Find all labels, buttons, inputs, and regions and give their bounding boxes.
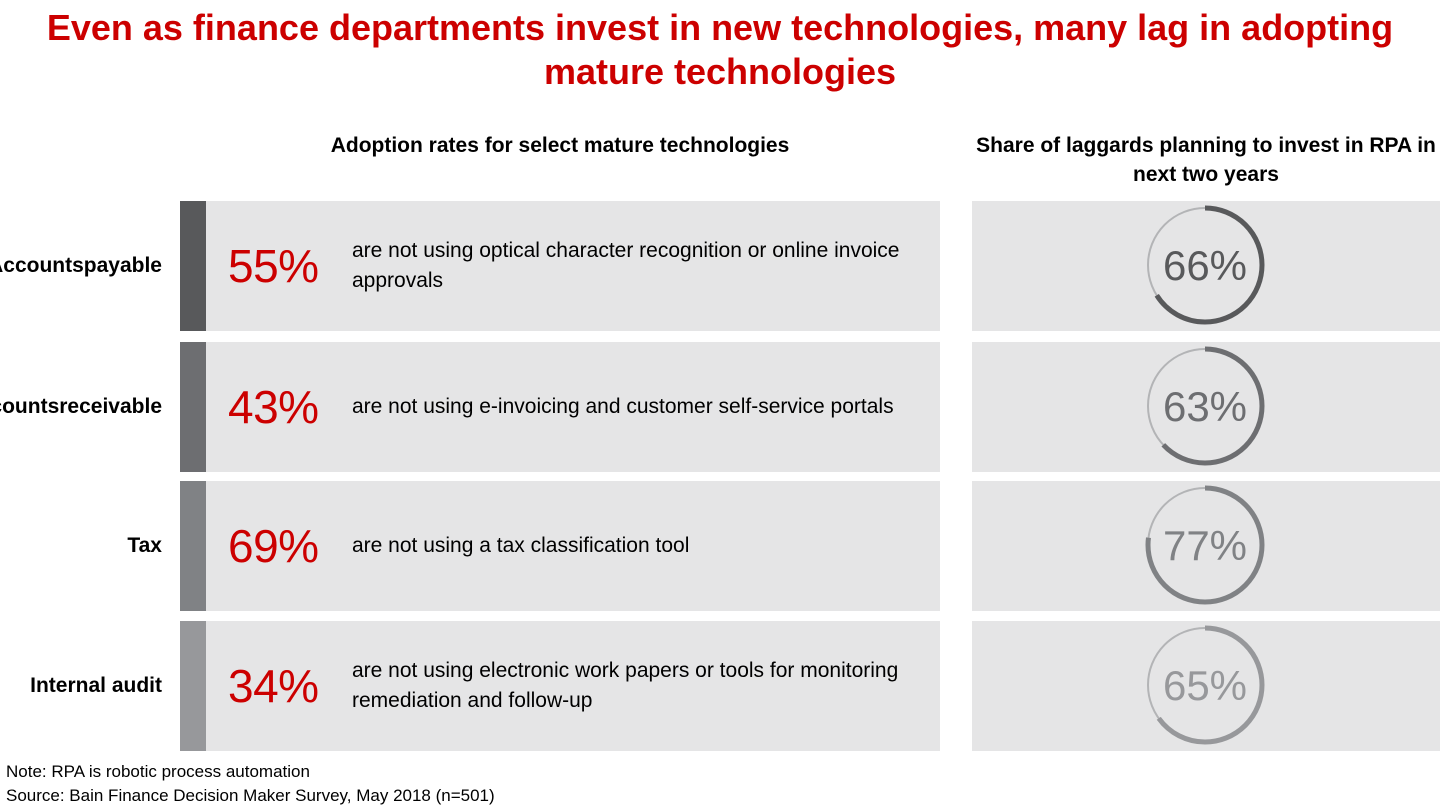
row-label-line: receivable <box>59 395 162 418</box>
not-using-percent: 69% <box>228 520 319 572</box>
row-accent-bar <box>180 621 206 751</box>
footer-note: Note: RPA is robotic process automation <box>6 762 310 781</box>
row-label: Accountspayable <box>0 201 162 331</box>
row-label: Tax <box>0 481 162 611</box>
footer-source: Source: Bain Finance Decision Maker Surv… <box>6 786 495 805</box>
row-label-line: Accounts <box>0 395 60 418</box>
technology-description: are not using e-invoicing and customer s… <box>352 395 894 418</box>
donut-arc <box>1145 205 1265 325</box>
page-title: Even as finance departments invest in ne… <box>46 7 1394 92</box>
row-label-line: Internal audit <box>30 674 162 697</box>
adoption-panel: 34% are not using electronic work papers … <box>180 621 940 751</box>
rpa-panel: 77% <box>972 481 1440 611</box>
table-row: Accountsreceivable 43% are not using e-inv… <box>0 342 1440 472</box>
rpa-percent-label: 65% <box>1163 662 1247 709</box>
table-row: Accountspayable 55% are not using optical … <box>0 201 1440 331</box>
donut-arc <box>1145 485 1265 605</box>
adoption-panel: 69% are not using a tax classification to… <box>180 481 940 611</box>
rpa-donut-chart: 65% <box>1145 625 1265 745</box>
rpa-percent-label: 77% <box>1163 522 1247 569</box>
table-row: Tax 69% are not using a tax classification… <box>0 481 1440 611</box>
not-using-percent: 34% <box>228 660 319 712</box>
technology-description: are not using electronic work papers or … <box>352 659 899 712</box>
rpa-panel: 65% <box>972 621 1440 751</box>
rpa-donut-chart: 63% <box>1145 346 1265 466</box>
rpa-percent-label: 66% <box>1163 242 1247 289</box>
donut-arc <box>1145 346 1265 466</box>
adoption-panel: 55% are not using optical character recog… <box>180 201 940 331</box>
row-label: Accountsreceivable <box>0 342 162 472</box>
row-label-line: Tax <box>127 534 162 557</box>
rpa-donut-chart: 66% <box>1145 205 1265 325</box>
row-label-line: payable <box>83 254 162 277</box>
row-accent-bar <box>180 342 206 472</box>
rpa-panel: 63% <box>972 342 1440 472</box>
rpa-panel: 66% <box>972 201 1440 331</box>
table-row: Internal audit 34% are not using electroni… <box>0 621 1440 751</box>
row-label: Internal audit <box>0 621 162 751</box>
row-accent-bar <box>180 201 206 331</box>
adoption-panel: 43% are not using e-invoicing and custome… <box>180 342 940 472</box>
row-label-line: Accounts <box>0 254 84 277</box>
rpa-plan-header: Share of laggards planning to invest in … <box>976 134 1436 186</box>
row-accent-bar <box>180 481 206 611</box>
technology-description: are not using a tax classification tool <box>352 534 690 557</box>
technology-description: are not using optical character recognit… <box>352 239 900 292</box>
not-using-percent: 55% <box>228 240 319 292</box>
donut-arc <box>1145 625 1265 745</box>
adoption-rates-header: Adoption rates for select mature technol… <box>330 134 790 157</box>
rpa-percent-label: 63% <box>1163 383 1247 430</box>
rpa-donut-chart: 77% <box>1145 485 1265 605</box>
not-using-percent: 43% <box>228 381 319 433</box>
